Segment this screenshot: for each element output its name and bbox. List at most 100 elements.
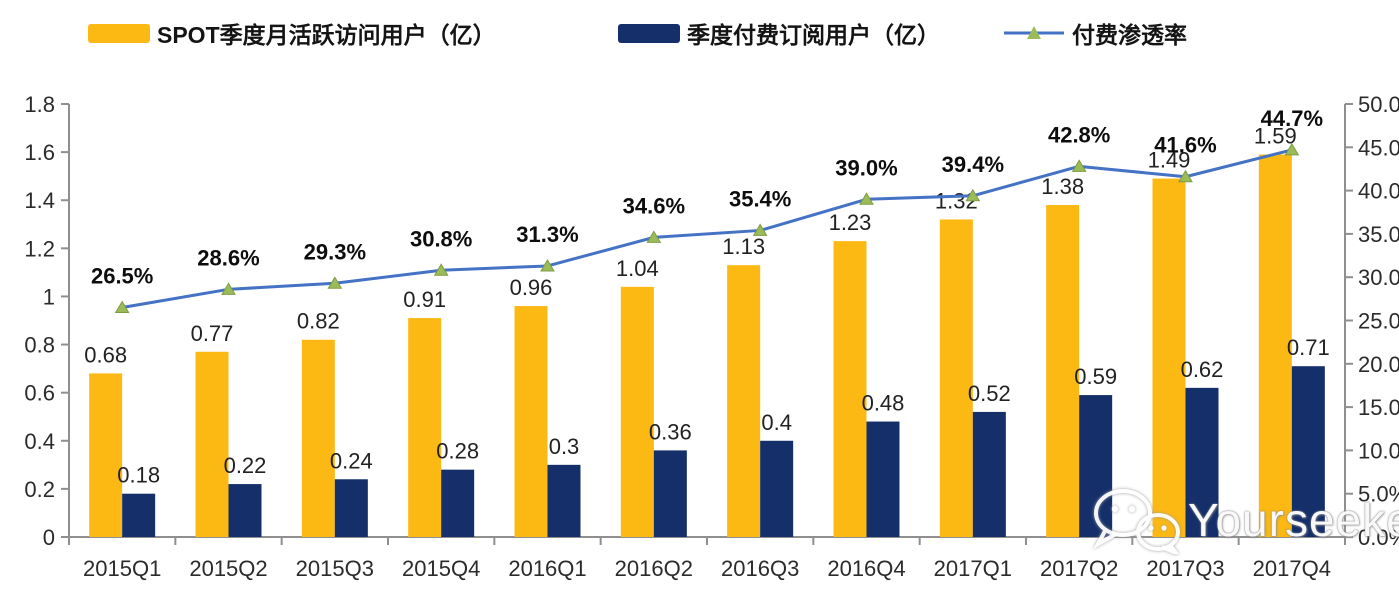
penetration-label: 29.3%	[304, 239, 366, 264]
bar-label-mau: 0.77	[191, 321, 234, 346]
triangle-marker-icon	[859, 192, 874, 205]
triangle-marker-icon	[752, 223, 768, 236]
penetration-line	[121, 148, 1293, 309]
penetration-label: 41.6%	[1154, 133, 1216, 158]
bar-label-subs: 0.36	[649, 419, 692, 444]
bar-mau	[301, 339, 335, 537]
bar-label-subs: 0.28	[436, 439, 479, 464]
legend-label-subs: 季度付费订阅用户（亿）	[687, 22, 940, 48]
penetration-label: 34.6%	[623, 193, 685, 218]
bar-mau	[89, 373, 123, 537]
x-category-label: 2017Q4	[1253, 556, 1331, 581]
bar-subs	[653, 450, 687, 537]
legend-item-mau: SPOT季度月活跃访问用户（亿）	[88, 16, 496, 50]
penetration-label: 31.3%	[516, 222, 578, 247]
left-axis-label: 0	[43, 525, 55, 550]
x-category-label: 2017Q2	[1040, 556, 1118, 581]
bar-label-mau: 0.91	[403, 287, 446, 312]
bar-mau	[939, 219, 973, 537]
right-axis-label: 30.0%	[1358, 265, 1399, 290]
triangle-marker-icon	[221, 282, 236, 295]
bar-label-subs: 0.4	[761, 410, 792, 435]
bar-mau	[727, 265, 761, 537]
bar-label-mau: 1.38	[1041, 174, 1084, 199]
left-axis-label: 1.4	[24, 188, 55, 213]
penetration-label: 42.8%	[1048, 122, 1110, 147]
left-axis-label: 1	[43, 284, 55, 309]
penetration-label: 39.4%	[942, 152, 1004, 177]
bar-label-mau: 0.82	[297, 309, 340, 334]
triangle-marker-icon	[1071, 159, 1087, 172]
bar-label-subs: 0.18	[117, 463, 160, 488]
bar-subs	[547, 464, 581, 537]
right-axis-label: 5.0%	[1358, 482, 1399, 507]
bar-subs	[334, 479, 368, 537]
penetration-label: 35.4%	[729, 186, 791, 211]
left-axis-label: 1.6	[24, 140, 55, 165]
bar-label-mau: 1.59	[1254, 124, 1297, 149]
bar-mau	[408, 318, 442, 537]
right-axis-label: 45.0%	[1358, 135, 1399, 160]
penetration-label: 26.5%	[91, 264, 153, 289]
bar-groups	[89, 154, 1325, 538]
bar-label-mau: 1.04	[616, 256, 659, 281]
left-axis-label: 1.8	[24, 92, 55, 117]
triangle-marker-icon	[433, 263, 449, 276]
triangle-marker-icon	[327, 276, 343, 289]
x-category-label: 2016Q1	[508, 556, 586, 581]
bar-label-subs: 0.24	[330, 448, 373, 473]
right-axis-label: 25.0%	[1358, 309, 1399, 334]
bar-label-subs: 0.59	[1074, 364, 1117, 389]
right-axis-label: 50.0%	[1358, 92, 1399, 117]
bar-label-mau: 1.23	[829, 210, 872, 235]
bar-label-subs: 0.3	[549, 434, 580, 459]
bar-subs	[441, 469, 475, 537]
triangle-marker-icon	[1284, 142, 1300, 156]
bar-label-subs: 0.48	[862, 391, 905, 416]
bar-subs	[122, 493, 156, 537]
right-axis-label: 40.0%	[1358, 179, 1399, 204]
bar-label-subs: 0.22	[224, 453, 267, 478]
left-axis-label: 1.2	[24, 236, 55, 261]
bar-label-mau: 0.96	[510, 275, 553, 300]
bar-mau	[1258, 154, 1292, 537]
right-axis-label: 35.0%	[1358, 222, 1399, 247]
triangle-marker-icon	[1178, 169, 1193, 183]
bar-value-labels: 0.68 0.18 0.77 0.22 0.82 0.24 0.91 0.28 0.96 0.3 1…	[84, 124, 1329, 488]
bar-label-mau: 0.68	[84, 342, 127, 367]
bar-label-mau: 1.49	[1148, 148, 1191, 173]
bar-subs	[760, 440, 794, 537]
x-category-label: 2016Q2	[615, 556, 693, 581]
right-axis-label: 0.0%	[1358, 525, 1399, 550]
x-category-label: 2017Q3	[1146, 556, 1224, 581]
right-axis-label: 20.0%	[1358, 352, 1399, 377]
legend-item-subs: 季度付费订阅用户（亿）	[618, 16, 940, 50]
legend-item-penetration: 付费渗透率	[1003, 16, 1187, 50]
penetration-label: 30.8%	[410, 226, 472, 251]
left-axis-label: 0.6	[24, 381, 55, 406]
bar-mau	[1046, 205, 1080, 538]
legend-label-penetration: 付费渗透率	[1072, 22, 1187, 48]
right-axis-label: 15.0%	[1358, 395, 1399, 420]
x-category-label: 2015Q2	[189, 556, 267, 581]
chart-legend: SPOT季度月活跃访问用户（亿） 季度付费订阅用户（亿） 付费渗透率	[0, 16, 1399, 48]
bar-mau	[195, 351, 229, 537]
x-category-label: 2015Q1	[83, 556, 161, 581]
legend-triangle-marker-icon	[1027, 26, 1041, 39]
penetration-label: 28.6%	[197, 245, 259, 270]
legend-swatch-mau	[88, 23, 150, 43]
legend-swatch-penetration	[1004, 26, 1064, 39]
x-category-label: 2017Q1	[934, 556, 1012, 581]
bar-subs	[1079, 395, 1113, 537]
bar-mau	[833, 241, 867, 537]
left-axis-label: 0.8	[24, 333, 55, 358]
bar-subs	[1185, 387, 1219, 537]
x-category-label: 2015Q4	[402, 556, 480, 581]
right-axis-label: 10.0%	[1358, 438, 1399, 463]
bar-subs	[1291, 366, 1325, 537]
bar-mau	[514, 306, 548, 537]
bar-label-subs: 0.62	[1181, 357, 1224, 382]
bar-mau	[1152, 178, 1186, 538]
x-category-label: 2015Q3	[296, 556, 374, 581]
